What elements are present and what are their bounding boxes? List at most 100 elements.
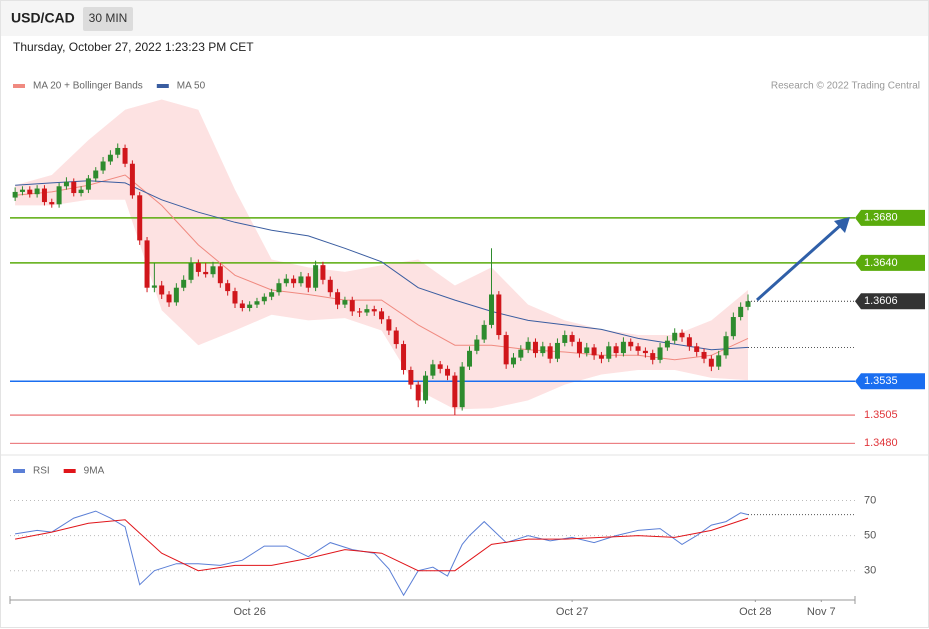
candle-body xyxy=(181,279,187,288)
candle-body xyxy=(408,369,414,385)
candle-body xyxy=(144,240,150,288)
level-label: 1.3640 xyxy=(864,257,898,269)
candle-body xyxy=(357,311,363,313)
candle-body xyxy=(481,324,487,340)
candle-body xyxy=(195,262,201,272)
y-tick-label: 30 xyxy=(864,565,876,577)
candle-body xyxy=(554,342,560,359)
candle-body xyxy=(203,271,209,275)
x-tick-label: Oct 28 xyxy=(739,606,771,618)
candle-body xyxy=(232,291,238,304)
candle-body xyxy=(78,189,84,194)
timeframe[interactable]: 30 MIN xyxy=(89,11,128,25)
legend-swatch xyxy=(13,469,25,473)
level-label: 1.3680 xyxy=(864,212,898,224)
candle-body xyxy=(261,296,267,302)
legend-swatch xyxy=(13,84,25,88)
candle-body xyxy=(63,181,69,187)
legend-label: 9MA xyxy=(84,466,105,477)
symbol: USD/CAD xyxy=(11,10,75,26)
candle-body xyxy=(628,341,634,347)
candle-body xyxy=(122,147,128,164)
candle-body xyxy=(730,317,736,337)
candle-body xyxy=(423,375,429,401)
candle-body xyxy=(34,188,40,195)
candle-body xyxy=(664,340,670,348)
candle-body xyxy=(650,353,656,360)
candle-body xyxy=(342,300,348,305)
candle-body xyxy=(613,346,619,354)
candle-body xyxy=(657,347,663,360)
y-tick-label: 70 xyxy=(864,494,876,506)
last-price-label: 1.3606 xyxy=(864,295,898,307)
copyright: Research © 2022 Trading Central xyxy=(771,81,920,92)
level-label: 1.3535 xyxy=(864,375,898,387)
candle-body xyxy=(371,309,377,312)
candle-body xyxy=(430,364,436,376)
plot-layer: 1.3680 1.3640 1.3535 1.3505 1.3480 1.3606 MA 2… xyxy=(9,81,925,618)
candle-body xyxy=(100,161,106,171)
candle-body xyxy=(518,349,524,358)
candle-body xyxy=(85,178,91,190)
candle-body xyxy=(606,346,612,359)
moving-average xyxy=(15,180,749,351)
candle-body xyxy=(716,355,722,367)
candle-body xyxy=(467,350,473,367)
legend-swatch xyxy=(63,469,76,473)
candle-body xyxy=(452,375,458,408)
candle-body xyxy=(723,336,729,356)
candle-body xyxy=(173,287,179,303)
candle-body xyxy=(349,300,355,312)
candle-body xyxy=(437,364,443,369)
candle-body xyxy=(291,278,297,284)
candle-body xyxy=(745,301,751,307)
timestamp: Thursday, October 27, 2022 1:23:23 PM CE… xyxy=(13,40,254,54)
candle-body xyxy=(708,358,714,367)
candle-body xyxy=(591,347,597,356)
x-tick-label: Nov 7 xyxy=(807,606,836,618)
candle-body xyxy=(547,346,553,359)
candle-body xyxy=(137,195,143,241)
candle-body xyxy=(598,355,604,359)
candle-body xyxy=(364,309,370,313)
level-tag xyxy=(855,209,925,226)
candle-body xyxy=(525,341,531,350)
timeframe-badge[interactable] xyxy=(83,7,133,31)
last-price-tag xyxy=(855,293,925,310)
candle-body xyxy=(254,301,260,305)
candle-body xyxy=(584,347,590,354)
candle-body xyxy=(210,266,216,275)
candle-body xyxy=(107,154,113,162)
candle-body xyxy=(269,292,275,297)
candle-body xyxy=(56,186,62,205)
candle-body xyxy=(738,306,744,318)
candle-body xyxy=(642,350,648,354)
level-label: 1.3480 xyxy=(864,437,898,449)
forecast-arrow-head xyxy=(834,217,850,233)
candle-body xyxy=(474,339,480,351)
candle-body xyxy=(225,283,231,292)
candle-body xyxy=(393,330,399,345)
candle-body xyxy=(335,292,341,305)
candle-body xyxy=(701,351,707,359)
candle-body xyxy=(496,294,502,336)
legend-swatch xyxy=(156,84,169,88)
candle-body xyxy=(459,366,465,408)
candle-body xyxy=(217,266,223,284)
candle-body xyxy=(620,341,626,354)
candle-body xyxy=(283,278,289,284)
level-tag xyxy=(855,254,925,271)
candle-body xyxy=(71,181,77,194)
candle-body xyxy=(19,189,25,192)
legend-label: RSI xyxy=(33,466,50,477)
candle-body xyxy=(510,357,516,365)
candle-body xyxy=(672,332,678,341)
candle-body xyxy=(49,202,55,205)
candle-body xyxy=(488,294,494,325)
candle-body xyxy=(305,276,311,288)
candle-body xyxy=(129,163,135,196)
candle-body xyxy=(188,262,194,280)
candle-body xyxy=(159,285,165,295)
candle-body xyxy=(239,303,245,308)
candle-body xyxy=(562,335,568,343)
